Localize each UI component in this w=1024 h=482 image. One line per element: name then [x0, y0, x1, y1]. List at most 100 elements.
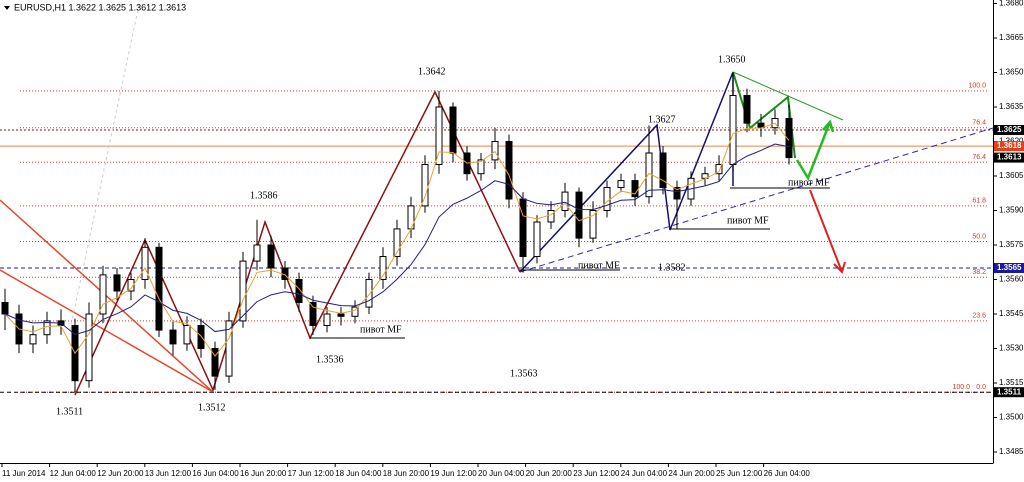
- candle-body: [365, 279, 373, 308]
- candle-body: [127, 279, 135, 292]
- candle-body: [267, 244, 275, 269]
- pivot-label: 1.3627: [648, 114, 676, 125]
- y-tick-label: 1.3635: [999, 102, 1024, 111]
- candle-body: [603, 187, 611, 211]
- candle-body: [169, 329, 177, 345]
- x-tick-label: 26 Jun 04:00: [764, 469, 811, 478]
- pivot-label: 1.3642: [418, 66, 446, 77]
- pivot-label: 1.3512: [198, 402, 226, 413]
- menu-triangle[interactable]: [4, 6, 10, 10]
- fibonacci: 100.0 76.4 76.4 61.8 50.0 38.2 23.6 0.0 100.0: [20, 83, 988, 393]
- moving-average: [4, 143, 790, 336]
- x-tick-label: 20 Jun 04:00: [478, 469, 525, 478]
- price-tag-label: 1.3613: [997, 153, 1022, 162]
- candle-body: [85, 313, 93, 382]
- candle-body: [379, 256, 387, 280]
- pivot-mf-label: пивот MF: [360, 324, 402, 335]
- price-tag-label: 1.3618: [997, 141, 1022, 150]
- x-tick-label: 24 Jun 04:00: [621, 469, 668, 478]
- candle-body: [323, 313, 331, 326]
- x-tick-label: 12 Jun 20:00: [97, 469, 144, 478]
- y-tick-label: 1.3560: [999, 275, 1024, 284]
- pivot-label: 1.3582: [658, 262, 686, 273]
- candle-body: [575, 191, 583, 239]
- candle-body: [393, 228, 401, 257]
- x-tick-label: 24 Jun 20:00: [668, 469, 715, 478]
- moving-averages: [4, 122, 790, 357]
- x-tick-label: 25 Jun 12:00: [716, 469, 763, 478]
- candle-body: [561, 191, 569, 212]
- y-tick-label: 1.3665: [999, 33, 1024, 42]
- fib-label: 76.4: [972, 154, 986, 161]
- pivot-label: 1.3586: [250, 190, 278, 201]
- candle-body: [477, 159, 485, 175]
- candle-body: [155, 246, 163, 331]
- candle-body: [253, 244, 261, 262]
- arrowhead: [822, 119, 835, 133]
- candle-body: [617, 180, 625, 189]
- candle-body: [309, 302, 317, 326]
- candle-body: [785, 118, 793, 159]
- fib-label: 23.6: [972, 313, 986, 320]
- candle-body: [715, 164, 723, 175]
- candle-body: [29, 334, 37, 345]
- price-tag: [994, 152, 1024, 163]
- price-tag: [994, 263, 1024, 273]
- trend-line: [0, 269, 214, 393]
- candle-body: [1, 302, 9, 315]
- pivot-label: 1.3650: [718, 54, 746, 65]
- candle-body: [183, 325, 191, 345]
- price-tag: [994, 387, 1024, 398]
- candle-body: [211, 348, 219, 377]
- x-tick-label: 23 Jun 12:00: [573, 469, 620, 478]
- candle-body: [659, 152, 667, 188]
- arrow-up: [795, 121, 832, 181]
- candle-body: [295, 279, 303, 303]
- candle-body: [491, 141, 499, 161]
- candle-body: [505, 141, 513, 200]
- pivot-mf-label: пивот MF: [727, 215, 769, 226]
- y-tick-label: 1.3515: [999, 378, 1024, 387]
- candles: [1, 72, 793, 393]
- x-tick-label: 16 Jun 20:00: [240, 469, 287, 478]
- x-tick-label: 16 Jun 04:00: [192, 469, 239, 478]
- candle-body: [239, 260, 247, 322]
- x-tick-label: 20 Jun 20:00: [526, 469, 573, 478]
- candle-body: [141, 246, 149, 281]
- x-tick-label: 17 Jun 12:00: [288, 469, 335, 478]
- y-tick-label: 1.3485: [999, 447, 1024, 456]
- price-tag-label: 1.3625: [997, 125, 1022, 134]
- candle-body: [743, 95, 751, 124]
- pivot-label: 1.3563: [510, 368, 538, 379]
- candle-body: [519, 198, 527, 257]
- candle-body: [225, 320, 233, 377]
- fib-label: 38.2: [972, 269, 986, 276]
- arrow-down: [809, 189, 843, 273]
- candle-body: [113, 274, 121, 292]
- y-tick-label: 1.3530: [999, 344, 1024, 353]
- candle-body: [673, 187, 681, 200]
- trend-line: [69, 0, 141, 331]
- candle-body: [547, 210, 555, 223]
- chart-title: EURUSD,H1 1.3622 1.3625 1.3612 1.3613: [14, 2, 186, 12]
- y-tick-label: 1.3605: [999, 171, 1024, 180]
- fib-label: 76.4: [972, 120, 986, 127]
- candle-body: [533, 221, 541, 257]
- x-tick-label: 12 Jun 04:00: [50, 469, 97, 478]
- candle-body: [337, 313, 345, 317]
- y-tick-label: 1.3680: [999, 0, 1024, 8]
- candle-body: [449, 106, 457, 154]
- x-tick-label: 13 Jun 12:00: [145, 469, 192, 478]
- trend-line: [519, 127, 994, 273]
- pivot-label: 1.3536: [316, 354, 344, 365]
- x-tick-label: 18 Jun 04:00: [335, 469, 382, 478]
- y-tick-label: 1.3575: [999, 240, 1024, 249]
- y-tick-label: 1.3545: [999, 309, 1024, 318]
- fib-label: 61.8: [972, 198, 986, 205]
- candle-body: [351, 306, 359, 317]
- x-tick-label: 19 Jun 12:00: [430, 469, 477, 478]
- fib-label: 50.0: [972, 233, 986, 240]
- candle-body: [435, 106, 443, 165]
